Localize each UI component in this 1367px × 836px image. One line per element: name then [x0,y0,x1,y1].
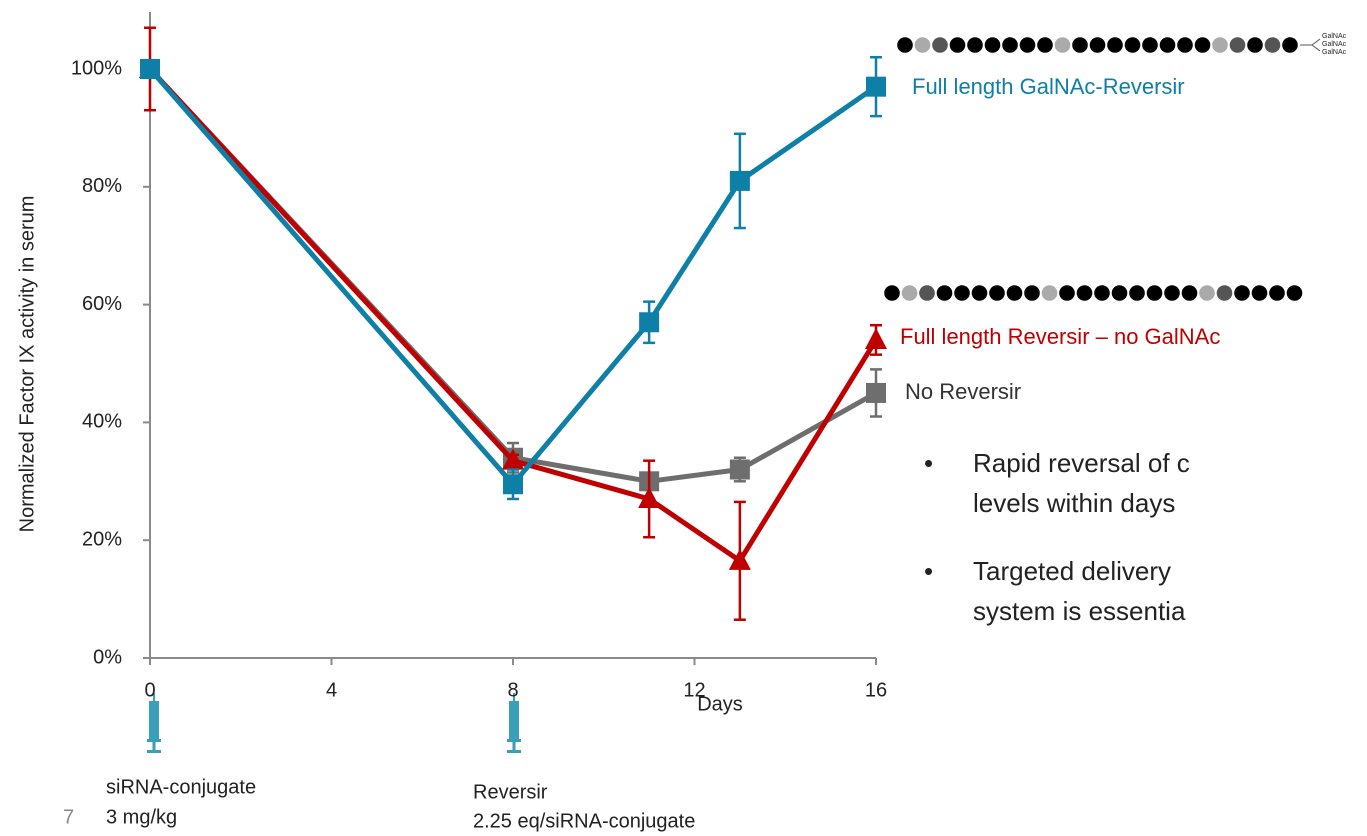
marker [866,76,886,97]
bead [1142,37,1158,53]
bead [932,37,948,53]
bead [1269,285,1285,301]
syringe-icons [147,693,521,753]
bead [901,285,918,301]
bead [897,37,913,53]
galnac-label: GalNAc [1322,33,1347,40]
series-line [148,67,878,487]
bead [1129,285,1145,301]
bead [1194,37,1211,53]
bead [1094,285,1110,301]
page-number: 7 [63,806,74,828]
bead [1164,285,1180,301]
bead [1019,37,1036,53]
bullet-dot: • [924,556,933,586]
x-tick-label: 12 [683,679,705,701]
marker [140,59,160,79]
marker [729,459,750,480]
bead [919,285,935,301]
bead [984,37,1001,53]
x-tick-label: 8 [507,679,518,701]
bullet-dot: • [924,448,933,478]
annotation: 2.25 eq/siRNA-conjugate [473,810,695,832]
y-tick-label: 100% [71,57,122,79]
bead [1247,37,1263,53]
bead [1286,285,1303,301]
y-tick-label: 20% [82,528,122,550]
galnac-label: GalNAc [1322,49,1347,56]
galnac-label: GalNAc [1322,41,1347,48]
bead [1216,285,1233,301]
bead [1111,285,1128,301]
legend-label: No Reversir [905,379,1021,404]
syringe [507,693,521,753]
y-tick-label: 60% [82,293,122,315]
bullet-text: system is essentia [973,596,1186,626]
bead [989,285,1005,301]
bead [1282,37,1298,53]
bead [1159,37,1176,53]
bullet-text: levels within days [973,488,1175,518]
marker [639,312,660,333]
bead [1072,37,1088,53]
y-axis-label: Normalized Factor IX activity in serum [16,196,38,533]
bead [1024,285,1040,301]
bead [954,285,970,301]
bead [1089,37,1106,53]
bead-string [897,37,1298,53]
marker [729,170,750,191]
marker [502,448,524,470]
marker [503,474,523,495]
x-tick-label: 4 [326,679,337,701]
bead [1181,285,1198,301]
bead [1146,285,1163,301]
bead [1006,285,1023,301]
bead [949,37,966,53]
bead [1037,37,1053,53]
bead [914,37,931,53]
bead [1107,37,1123,53]
syringe [147,693,161,753]
marker [866,382,886,403]
bead [1234,285,1250,301]
bead [1124,37,1141,53]
x-tick-label: 0 [144,679,155,701]
legend-label: Full length GalNAc-Reversir [912,74,1185,99]
bullet-text: Targeted delivery [973,556,1171,586]
annotation: 3 mg/kg [106,806,177,828]
bead [1054,37,1071,53]
y-tick-label: 80% [82,175,122,197]
bead [1059,285,1075,301]
marker [638,486,661,508]
bead [1251,285,1268,301]
series-line [148,67,878,484]
bead [1199,285,1215,301]
bead [1177,37,1193,53]
galnac-linker [1300,38,1321,52]
bead [1212,37,1228,53]
bead [884,285,900,301]
x-tick-label: 16 [865,679,887,701]
annotation: Reversir [473,781,548,803]
bead [936,285,953,301]
bead [1076,285,1093,301]
bead [1041,285,1058,301]
y-tick-label: 0% [93,646,122,668]
annotation: siRNA-conjugate [106,776,256,798]
bullet-text: Rapid reversal of c [973,448,1190,478]
marker [728,548,751,570]
bead [1229,37,1246,53]
bead [1002,37,1018,53]
bead [971,285,988,301]
bead [1264,37,1281,53]
y-tick-label: 40% [82,411,122,433]
bead [967,37,983,53]
x-axis-label: Days [697,693,743,715]
bead-string [884,285,1303,301]
marker [865,327,887,349]
legend-label: Full length Reversir – no GalNAc [900,324,1220,349]
